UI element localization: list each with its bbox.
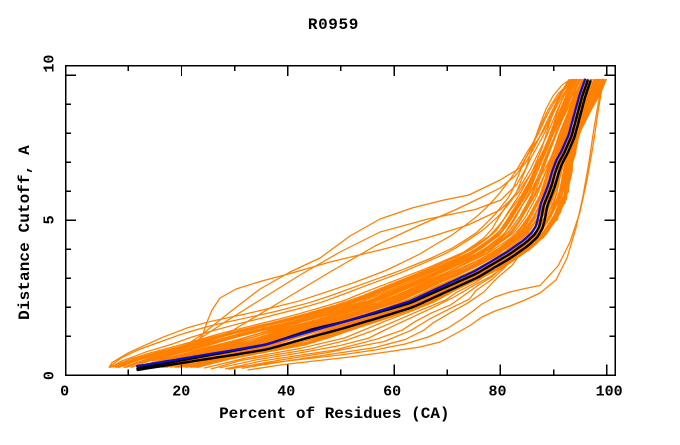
svg-text:Distance Cutoff, A: Distance Cutoff, A [16,145,34,320]
svg-text:0: 0 [60,383,69,400]
svg-text:0: 0 [41,371,58,380]
svg-text:40: 40 [277,383,295,400]
svg-text:Percent of Residues (CA): Percent of Residues (CA) [219,405,449,423]
svg-text:10: 10 [41,55,58,73]
svg-text:20: 20 [172,383,190,400]
svg-text:5: 5 [41,215,58,224]
svg-text:60: 60 [383,383,401,400]
svg-text:R0959: R0959 [308,16,359,34]
svg-text:80: 80 [488,383,506,400]
svg-text:100: 100 [596,383,623,400]
